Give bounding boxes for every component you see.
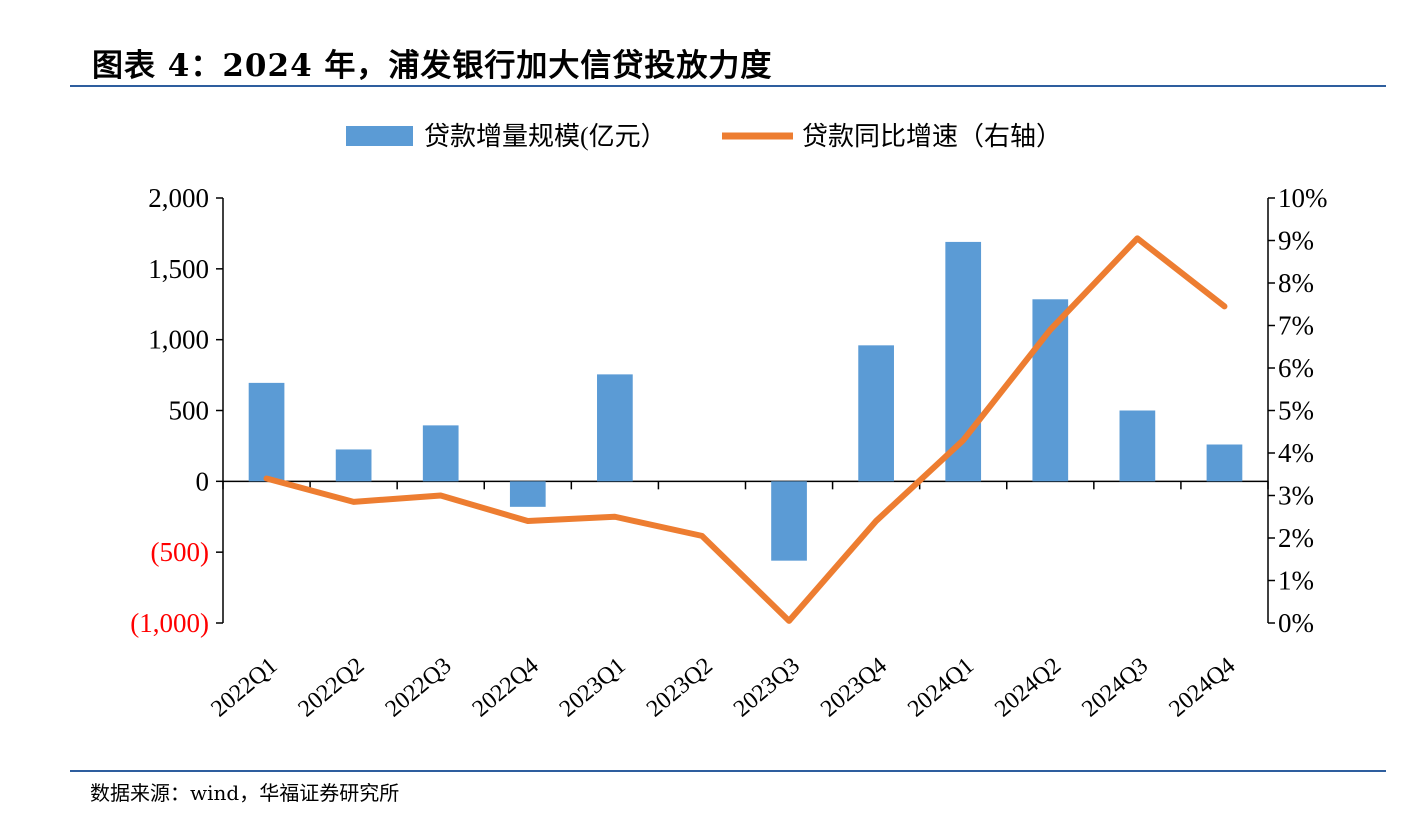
growth-line (263, 235, 1228, 624)
x-tick-label: 2023Q3 (729, 653, 805, 723)
x-tick-label: 2022Q3 (381, 653, 457, 723)
bar (858, 345, 894, 482)
right-axis-tick-label: 7% (1278, 311, 1314, 341)
source-rule (70, 770, 1386, 772)
right-axis-tick-label: 1% (1278, 566, 1314, 596)
right-axis-tick-label: 4% (1278, 438, 1314, 468)
right-axis-tick-label: 3% (1278, 481, 1314, 511)
right-axis-tick-label: 8% (1278, 268, 1314, 298)
x-tick-label: 2024Q3 (1077, 653, 1153, 723)
bar (597, 374, 633, 482)
x-tick-label: 2022Q1 (206, 653, 282, 723)
left-axis-tick-label: (1,000) (130, 608, 209, 638)
legend: 贷款增量规模(亿元） 贷款同比增速（右轴） (346, 122, 1062, 151)
bar (1206, 444, 1243, 482)
left-axis-tick-label: 1,000 (148, 325, 209, 355)
right-axis-tick-label: 9% (1278, 226, 1314, 256)
bar (509, 481, 546, 507)
x-tick-label: 2024Q2 (990, 653, 1066, 723)
bar (771, 481, 807, 561)
x-tick-label: 2022Q4 (468, 653, 544, 723)
chart: 贷款增量规模(亿元） 贷款同比增速（右轴） 2,000 1,500 1,000 500 0… (130, 122, 1327, 723)
right-axis-tick-label: 2% (1278, 523, 1314, 553)
left-axis-tick-label: 2,000 (148, 183, 209, 213)
left-axis-tick-label: 0 (196, 466, 210, 496)
line-series (263, 235, 1228, 624)
bar (945, 241, 982, 482)
x-tick-label: 2023Q2 (642, 653, 718, 723)
bar (1119, 410, 1156, 482)
source-note: 数据来源：wind，华福证券研究所 (90, 781, 400, 805)
legend-line-label: 贷款同比增速（右轴） (802, 122, 1062, 151)
x-tick-label: 2024Q1 (903, 653, 979, 723)
x-tick-label: 2024Q4 (1164, 653, 1240, 723)
bar-series (248, 241, 1243, 561)
figure-title: 图表 4：2024 年，浦发银行加大信贷投放力度 (92, 48, 773, 84)
title-rule (70, 85, 1386, 87)
legend-bar-swatch (346, 126, 413, 146)
x-tick-label: 2023Q1 (555, 653, 631, 723)
left-axis-tick-label: 500 (169, 396, 210, 426)
legend-bar-label: 贷款增量规模(亿元） (424, 122, 667, 151)
axes: 2,000 1,500 1,000 500 0 (500) (1,000) 10% 9% 8% 7%… (130, 183, 1327, 638)
bar (248, 382, 285, 482)
right-axis-tick-label: 0% (1278, 608, 1314, 638)
x-tick-label: 2022Q2 (294, 653, 370, 723)
x-tick-labels: 2022Q1 2022Q2 2022Q3 2022Q4 2023Q1 2023Q2 2023… (206, 653, 1240, 723)
left-axis-tick-label: (500) (151, 537, 209, 567)
bar (422, 425, 459, 482)
x-tick-label: 2023Q4 (816, 653, 892, 723)
right-axis-tick-label: 6% (1278, 353, 1314, 383)
left-axis-tick-label: 1,500 (148, 254, 209, 284)
bar (335, 449, 372, 482)
right-axis-tick-label: 5% (1278, 396, 1314, 426)
right-axis-tick-label: 10% (1278, 183, 1328, 213)
